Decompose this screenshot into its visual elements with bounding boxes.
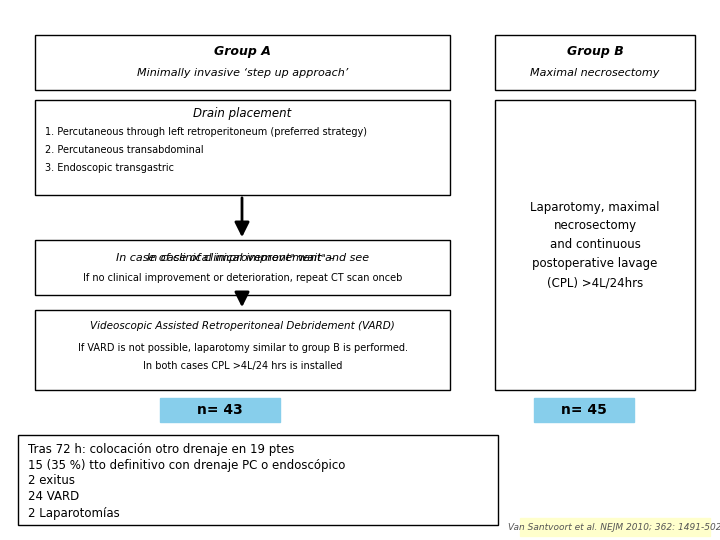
Text: 15 (35 %) tto definitivo con drenaje PC o endoscópico: 15 (35 %) tto definitivo con drenaje PC …	[28, 458, 346, 471]
Text: Drain placement: Drain placement	[194, 107, 292, 120]
Text: 2 exitus: 2 exitus	[28, 475, 75, 488]
Bar	[35, 100, 450, 195]
Bar	[35, 35, 450, 90]
Text: Group B: Group B	[567, 45, 624, 58]
Text: Laparotomy, maximal
necrosectomy
and continuous
postoperative lavage
(CPL) >4L/2: Laparotomy, maximal necrosectomy and con…	[530, 200, 660, 289]
Text: 2. Percutaneous transabdominal: 2. Percutaneous transabdominal	[45, 145, 204, 155]
Bar	[160, 398, 280, 422]
Text: 24 VARD: 24 VARD	[28, 490, 79, 503]
Bar	[35, 240, 450, 295]
Bar	[18, 435, 498, 525]
Text: Tras 72 h: colocación otro drenaje en 19 ptes: Tras 72 h: colocación otro drenaje en 19…	[28, 442, 294, 456]
Text: Videoscopic Assisted Retroperitoneal Debridement (VARD): Videoscopic Assisted Retroperitoneal Deb…	[90, 321, 395, 331]
Text: In both cases CPL >4L/24 hrs is installed: In both cases CPL >4L/24 hrs is installe…	[143, 361, 342, 371]
Bar	[495, 35, 695, 90]
Text: 3. Endoscopic transgastric: 3. Endoscopic transgastric	[45, 163, 174, 173]
Bar	[495, 100, 695, 390]
Bar	[520, 518, 710, 536]
Bar	[35, 310, 450, 390]
Text: Minimally invasive ‘step up approach’: Minimally invasive ‘step up approach’	[137, 68, 348, 78]
Text: Maximal necrosectomy: Maximal necrosectomy	[531, 68, 660, 78]
Text: In case of clinical improvementᵃ wait and see: In case of clinical improvementᵃ wait an…	[116, 253, 369, 263]
Text: n= 43: n= 43	[197, 403, 243, 417]
Text: In case of clinical improvementᵃ –: In case of clinical improvementᵃ –	[147, 253, 338, 263]
Text: If no clinical improvement or deterioration, repeat CT scan onceb: If no clinical improvement or deteriorat…	[83, 273, 402, 283]
Text: 1. Percutaneous through left retroperitoneum (preferred strategy): 1. Percutaneous through left retroperito…	[45, 127, 367, 137]
Text: Group A: Group A	[214, 45, 271, 58]
Text: n= 45: n= 45	[561, 403, 607, 417]
Text: If VARD is not possible, laparotomy similar to group B is performed.: If VARD is not possible, laparotomy simi…	[78, 343, 408, 353]
Text: Van Santvoort et al. NEJM 2010; 362: 1491-502: Van Santvoort et al. NEJM 2010; 362: 149…	[508, 523, 720, 531]
Text: 2 Laparotomías: 2 Laparotomías	[28, 507, 120, 519]
Bar	[534, 398, 634, 422]
